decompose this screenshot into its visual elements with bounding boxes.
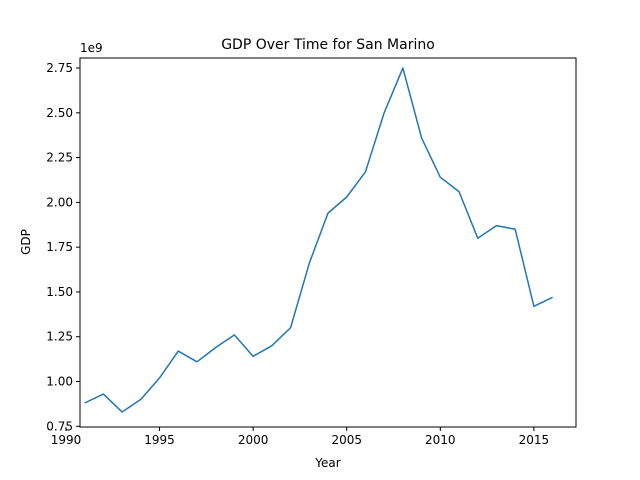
y-tick-label: 1.75 [46,240,73,254]
y-tick-label: 2.75 [46,61,73,75]
y-tick-label: 1.25 [46,330,73,344]
x-tick-label: 1995 [144,433,175,447]
x-tick-label: 2015 [519,433,550,447]
y-tick-label: 2.25 [46,151,73,165]
x-tick-label: 2000 [238,433,269,447]
y-tick-label: 0.75 [46,419,73,433]
x-axis: 1990 1995 2000 2005 2010 2015 [51,427,549,447]
y-offset-label: 1e9 [80,41,103,55]
y-axis-label: GDP [19,229,33,255]
x-tick-label: 2010 [425,433,456,447]
y-tick-label: 1.00 [46,375,73,389]
x-tick-label: 2005 [331,433,362,447]
chart-title: GDP Over Time for San Marino [221,37,435,53]
y-tick-label: 1.50 [46,285,73,299]
y-axis: 0.75 1.00 1.25 1.50 1.75 2.00 2.25 2.50 2.75 [46,61,80,433]
y-tick-label: 2.50 [46,106,73,120]
y-tick-label: 2.00 [46,195,73,209]
x-tick-label: 1990 [51,433,82,447]
gdp-series-line [84,67,553,413]
x-axis-label: Year [314,456,340,470]
plot-frame [79,57,577,428]
